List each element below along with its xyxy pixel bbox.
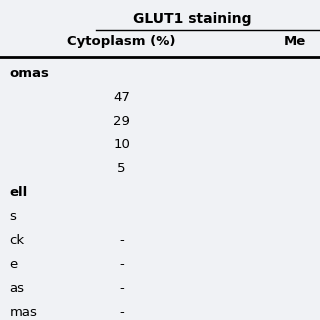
Text: ell: ell xyxy=(10,186,28,199)
Text: Me: Me xyxy=(283,35,306,48)
Text: mas: mas xyxy=(10,306,37,318)
Text: -: - xyxy=(119,306,124,318)
Text: 10: 10 xyxy=(113,138,130,151)
Text: 5: 5 xyxy=(117,162,126,175)
Text: as: as xyxy=(10,282,25,295)
Text: GLUT1 staining: GLUT1 staining xyxy=(133,12,251,26)
Text: -: - xyxy=(119,282,124,295)
Text: -: - xyxy=(119,234,124,247)
Text: Cytoplasm (%): Cytoplasm (%) xyxy=(67,35,176,48)
Text: s: s xyxy=(10,210,16,223)
Text: 47: 47 xyxy=(113,91,130,104)
Text: omas: omas xyxy=(10,67,50,80)
Text: ck: ck xyxy=(10,234,25,247)
Text: -: - xyxy=(119,258,124,271)
Text: e: e xyxy=(10,258,18,271)
Text: 29: 29 xyxy=(113,115,130,127)
